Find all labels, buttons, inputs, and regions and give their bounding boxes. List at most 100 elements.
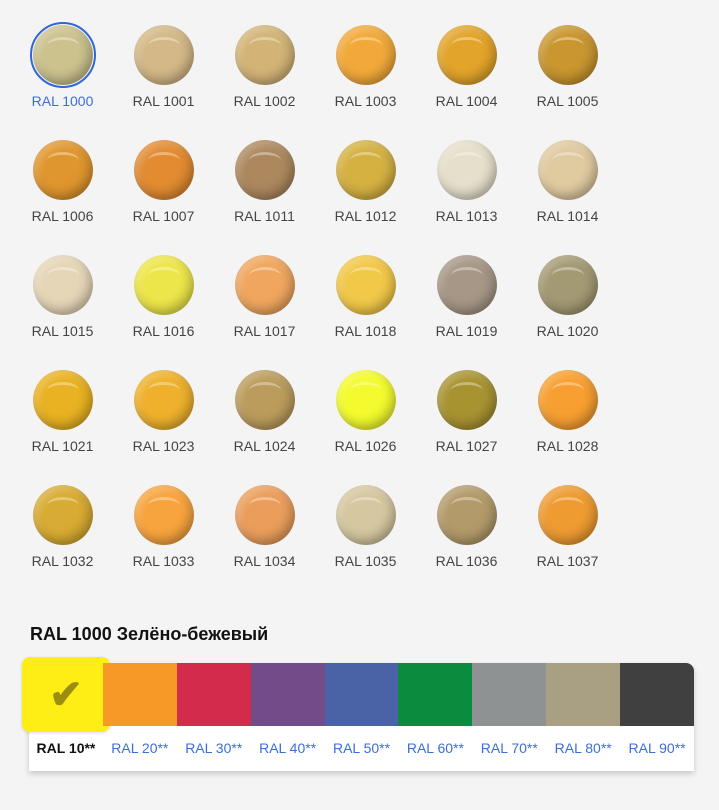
color-swatch[interactable]: RAL 1007 [113, 137, 214, 252]
color-group-tab[interactable]: RAL 30** [176, 663, 251, 771]
color-swatch[interactable]: RAL 1028 [517, 367, 618, 482]
swatch-label: RAL 1002 [233, 93, 296, 109]
swatch-ring [232, 367, 298, 433]
color-swatch[interactable]: RAL 1000 [12, 22, 113, 137]
color-group-tab[interactable]: RAL 80** [546, 663, 621, 771]
color-swatch[interactable]: RAL 1012 [315, 137, 416, 252]
swatch-label: RAL 1033 [132, 553, 195, 569]
color-group-tab[interactable]: RAL 40** [250, 663, 325, 771]
swatch-ring [535, 252, 601, 318]
group-swatch [324, 663, 399, 726]
color-swatch[interactable]: RAL 1011 [214, 137, 315, 252]
color-group-tab[interactable]: RAL 50** [324, 663, 399, 771]
color-swatch[interactable]: RAL 1014 [517, 137, 618, 252]
swatch-label: RAL 1019 [435, 323, 498, 339]
color-swatch[interactable]: RAL 1024 [214, 367, 315, 482]
color-swatch[interactable]: RAL 1033 [113, 482, 214, 597]
color-swatch[interactable]: RAL 1004 [416, 22, 517, 137]
color-group-tabs: ✔ RAL 10** RAL 20** RAL 30** RAL 40** RAL 50*… [22, 657, 695, 771]
color-group-tab[interactable]: RAL 20** [102, 663, 177, 771]
color-ball [234, 25, 295, 85]
swatch-label: RAL 1015 [31, 323, 94, 339]
swatch-ring [232, 22, 298, 88]
color-swatch[interactable]: RAL 1002 [214, 22, 315, 137]
color-swatch[interactable]: RAL 1001 [113, 22, 214, 137]
swatch-ring [535, 482, 601, 548]
color-swatch[interactable]: RAL 1035 [315, 482, 416, 597]
color-swatch[interactable]: RAL 1036 [416, 482, 517, 597]
swatch-label: RAL 1003 [334, 93, 397, 109]
swatch-ring [131, 252, 197, 318]
color-ball [335, 370, 396, 430]
color-ball [32, 255, 93, 315]
group-swatch [620, 663, 695, 726]
swatch-label: RAL 1005 [536, 93, 599, 109]
color-swatch[interactable]: RAL 1023 [113, 367, 214, 482]
color-swatch[interactable]: RAL 1026 [315, 367, 416, 482]
color-ball [335, 140, 396, 200]
swatch-ring [535, 137, 601, 203]
color-ball [537, 25, 598, 85]
color-ball [133, 485, 194, 545]
swatch-ring [434, 22, 500, 88]
color-swatch[interactable]: RAL 1016 [113, 252, 214, 367]
group-swatch [472, 663, 547, 726]
color-ball [133, 140, 194, 200]
selected-color-title: RAL 1000 Зелёно-бежевый [30, 624, 269, 644]
group-swatch [398, 663, 473, 726]
color-ball [436, 140, 497, 200]
swatch-ring [131, 367, 197, 433]
swatch-ring [333, 22, 399, 88]
color-swatch[interactable]: RAL 1037 [517, 482, 618, 597]
color-ball [133, 370, 194, 430]
color-swatch[interactable]: RAL 1027 [416, 367, 517, 482]
swatch-ring [232, 252, 298, 318]
color-group-tab[interactable]: ✔ RAL 10** [22, 657, 110, 771]
swatch-ring [535, 367, 601, 433]
color-group-tab[interactable]: RAL 90** [620, 663, 695, 771]
swatch-label: RAL 1028 [536, 438, 599, 454]
color-swatch[interactable]: RAL 1003 [315, 22, 416, 137]
color-swatch[interactable]: RAL 1013 [416, 137, 517, 252]
color-swatch[interactable]: RAL 1005 [517, 22, 618, 137]
color-swatch[interactable]: RAL 1034 [214, 482, 315, 597]
color-ball [537, 370, 598, 430]
color-swatch[interactable]: RAL 1020 [517, 252, 618, 367]
color-ball [133, 255, 194, 315]
color-swatch[interactable]: RAL 1032 [12, 482, 113, 597]
swatch-label: RAL 1034 [233, 553, 296, 569]
swatch-ring [434, 482, 500, 548]
color-ball [32, 140, 93, 200]
color-ball [436, 485, 497, 545]
color-ball [537, 485, 598, 545]
swatch-label: RAL 1012 [334, 208, 397, 224]
color-swatch[interactable]: RAL 1018 [315, 252, 416, 367]
color-ball [537, 255, 598, 315]
color-swatch[interactable]: RAL 1006 [12, 137, 113, 252]
swatch-ring [30, 367, 96, 433]
color-ball [32, 370, 93, 430]
group-swatch [176, 663, 251, 726]
color-swatch[interactable]: RAL 1017 [214, 252, 315, 367]
group-swatch [250, 663, 325, 726]
swatch-ring [30, 482, 96, 548]
color-ball [234, 140, 295, 200]
swatch-label: RAL 1037 [536, 553, 599, 569]
color-swatch[interactable]: RAL 1019 [416, 252, 517, 367]
color-group-tab[interactable]: RAL 70** [472, 663, 547, 771]
swatch-ring [434, 137, 500, 203]
swatch-label: RAL 1014 [536, 208, 599, 224]
group-label: RAL 50** [332, 740, 391, 756]
swatch-label: RAL 1021 [31, 438, 94, 454]
color-swatch[interactable]: RAL 1015 [12, 252, 113, 367]
swatch-label: RAL 1035 [334, 553, 397, 569]
color-ball [32, 485, 93, 545]
swatch-ring [333, 367, 399, 433]
color-ball [436, 25, 497, 85]
color-group-tab[interactable]: RAL 60** [398, 663, 473, 771]
color-swatch-grid: RAL 1000 RAL 1001 RAL 1002 RAL 1003 RAL 1004… [12, 22, 632, 597]
color-swatch[interactable]: RAL 1021 [12, 367, 113, 482]
swatch-ring [232, 482, 298, 548]
color-ball [537, 140, 598, 200]
checkmark-icon: ✔ [49, 672, 83, 717]
